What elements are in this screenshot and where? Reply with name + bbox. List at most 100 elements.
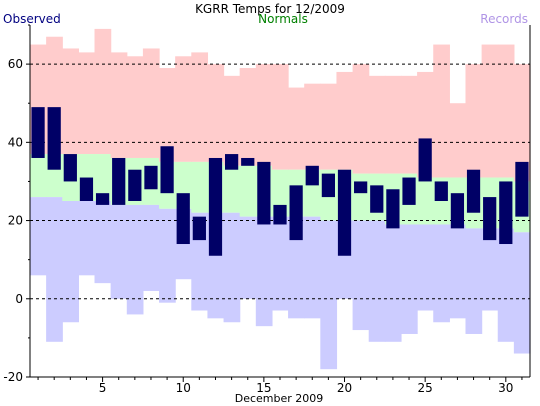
record-high-band — [159, 68, 176, 162]
observed-bar — [128, 169, 142, 201]
legend-normals: Normals — [258, 12, 308, 26]
record-low-band — [30, 197, 47, 276]
observed-bar — [31, 107, 45, 158]
normal-band — [223, 165, 241, 213]
x-tick-label: 20 — [337, 381, 352, 395]
record-low-band — [320, 220, 338, 370]
observed-bar — [370, 185, 384, 213]
record-low-band — [417, 224, 434, 311]
observed-bar — [499, 181, 513, 245]
record-high-band — [368, 75, 386, 174]
record-low-band — [62, 201, 79, 323]
record-low-band — [352, 220, 370, 331]
record-high-band — [223, 75, 241, 166]
x-tick-label: 10 — [176, 381, 191, 395]
record-low-band — [400, 224, 418, 334]
record-high-band — [384, 75, 402, 174]
x-tick-label: 25 — [418, 381, 433, 395]
record-low-band — [384, 224, 402, 342]
observed-bar — [79, 177, 94, 201]
normal-band — [191, 161, 209, 213]
record-high-band — [465, 64, 483, 178]
y-tick-label: -20 — [3, 370, 23, 384]
observed-bar — [176, 193, 190, 245]
normal-band — [30, 154, 47, 198]
record-low-band — [159, 208, 176, 303]
record-low-band — [481, 228, 499, 311]
y-tick-label: 60 — [8, 57, 23, 71]
normal-band — [94, 154, 112, 201]
observed-bar — [386, 189, 400, 229]
observed-bar — [466, 169, 481, 213]
observed-bar — [257, 161, 271, 225]
observed-bar — [289, 185, 303, 241]
record-low-band — [255, 216, 273, 327]
observed-bar — [225, 154, 239, 170]
record-high-band — [304, 83, 321, 170]
record-low-band — [78, 201, 96, 276]
normal-band — [239, 165, 257, 217]
y-tick-label: 40 — [8, 135, 23, 149]
y-tick-label: 0 — [15, 292, 23, 306]
record-low-band — [223, 212, 241, 323]
record-high-band — [481, 44, 499, 178]
observed-bar — [402, 177, 416, 205]
record-low-band — [142, 204, 160, 291]
record-high-band — [207, 64, 225, 162]
record-low-band — [465, 228, 483, 334]
record-low-band — [433, 224, 450, 323]
record-low-band — [46, 197, 63, 342]
observed-bar — [47, 107, 61, 170]
record-high-band — [513, 64, 531, 182]
record-high-band — [433, 44, 450, 178]
observed-bar — [192, 216, 206, 241]
observed-bar — [160, 146, 174, 194]
record-low-band — [497, 228, 515, 342]
observed-bar — [95, 193, 110, 205]
observed-bar — [273, 204, 287, 225]
normal-band — [417, 177, 434, 225]
record-high-band — [352, 64, 370, 174]
observed-bar — [241, 157, 255, 166]
record-high-band — [255, 64, 273, 166]
observed-bar — [483, 197, 497, 241]
record-high-band — [142, 48, 160, 158]
record-high-band — [320, 83, 338, 170]
record-high-band — [449, 103, 467, 178]
observed-bar — [305, 165, 319, 186]
observed-bar — [63, 154, 77, 182]
record-low-band — [110, 204, 128, 299]
record-high-band — [239, 68, 257, 166]
record-low-band — [126, 204, 144, 315]
observed-bar — [112, 157, 126, 205]
y-tick-label: 20 — [8, 214, 23, 228]
chart-title: KGRR Temps for 12/2009 — [195, 2, 345, 16]
record-low-band — [368, 220, 386, 342]
record-low-band — [94, 201, 112, 284]
axes: -20 0 20 40 60 5 10 15 20 25 30 — [3, 24, 531, 395]
record-high-band — [400, 75, 418, 174]
observed-bar — [434, 181, 448, 201]
legend-observed: Observed — [3, 12, 61, 26]
record-low-band — [449, 224, 467, 319]
record-low-band — [271, 216, 289, 311]
record-high-band — [78, 52, 96, 155]
record-high-band — [336, 71, 354, 170]
observed-bar — [450, 193, 465, 229]
normal-band — [271, 169, 289, 217]
record-high-band — [94, 28, 112, 155]
record-high-band — [271, 64, 289, 170]
normal-band — [352, 173, 370, 221]
record-high-band — [191, 52, 209, 162]
observed-bar — [354, 181, 368, 194]
x-axis-label: December 2009 — [235, 392, 324, 405]
record-high-band — [288, 87, 305, 170]
x-tick-label: 30 — [498, 381, 513, 395]
x-tick-label: 5 — [99, 381, 107, 395]
record-high-band — [126, 56, 144, 158]
record-low-band — [288, 216, 305, 319]
observed-bar — [515, 161, 529, 217]
record-low-band — [513, 232, 531, 354]
record-high-band — [497, 44, 515, 178]
